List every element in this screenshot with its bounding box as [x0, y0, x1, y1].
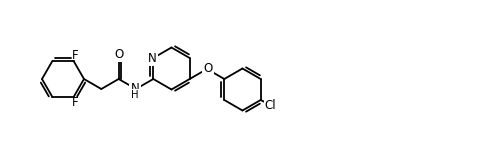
Text: O: O — [204, 61, 212, 75]
Text: N: N — [130, 82, 140, 95]
Text: H: H — [131, 90, 138, 100]
Text: O: O — [114, 48, 124, 61]
Text: F: F — [72, 96, 79, 109]
Text: Cl: Cl — [265, 98, 276, 112]
Text: F: F — [72, 49, 79, 62]
Text: N: N — [148, 52, 156, 64]
